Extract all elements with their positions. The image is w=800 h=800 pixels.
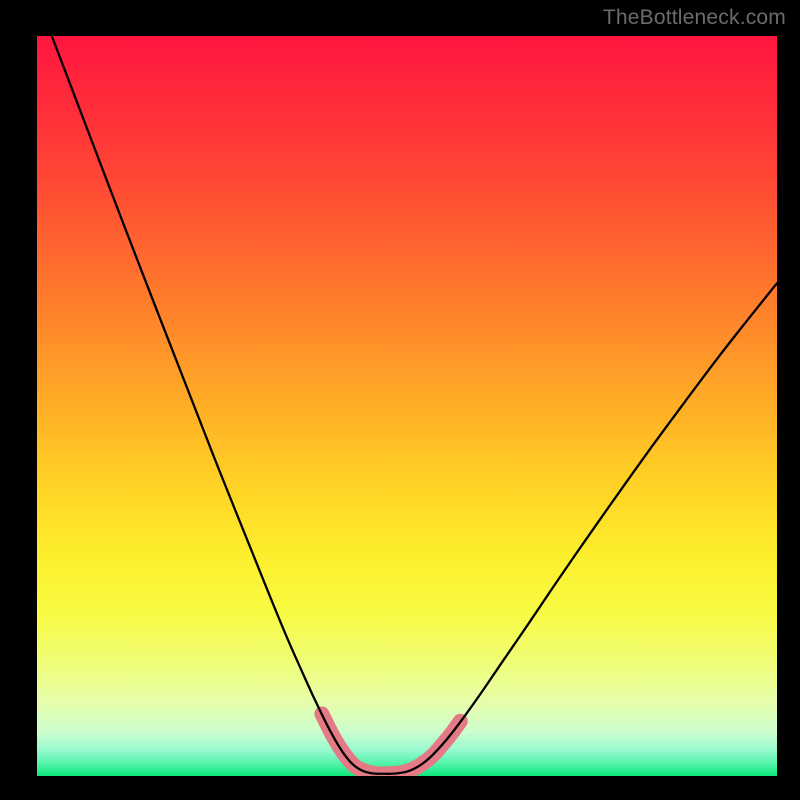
plot-area bbox=[37, 36, 777, 776]
watermark-text: TheBottleneck.com bbox=[603, 6, 786, 30]
plot-svg bbox=[37, 36, 777, 776]
plot-background bbox=[37, 36, 777, 776]
chart-container: TheBottleneck.com bbox=[0, 0, 800, 800]
